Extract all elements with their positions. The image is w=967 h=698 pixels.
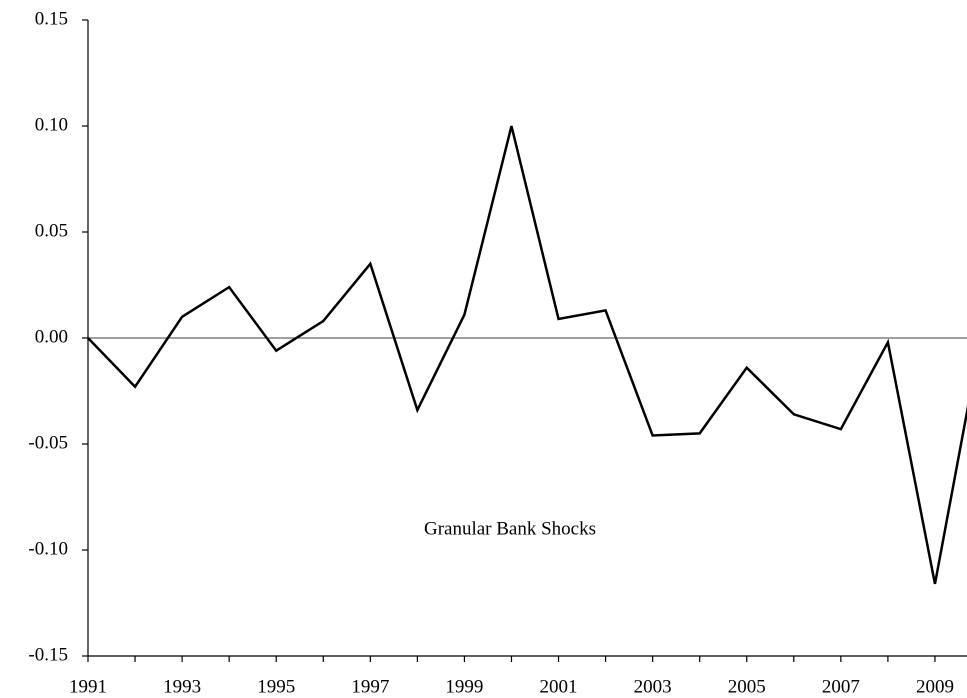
y-tick-label: 0.10 <box>35 114 68 135</box>
y-tick-label: 0.05 <box>35 220 68 241</box>
x-tick-label: 1997 <box>351 676 389 697</box>
y-tick-label: -0.15 <box>28 644 68 665</box>
x-tick-label: 2007 <box>822 676 860 697</box>
x-tick-label: 1995 <box>257 676 295 697</box>
y-tick-label: 0.15 <box>35 8 68 29</box>
x-tick-label: 1991 <box>69 676 107 697</box>
x-tick-label: 1999 <box>445 676 483 697</box>
x-tick-label: 2003 <box>634 676 672 697</box>
annotation: Granular Bank Shocks <box>424 518 596 539</box>
x-tick-label: 2001 <box>540 676 578 697</box>
y-tick-label: 0.00 <box>35 326 68 347</box>
x-tick-label: 2009 <box>916 676 954 697</box>
line <box>87 125 967 585</box>
y-tick-label: -0.05 <box>28 432 68 453</box>
y-tick-label: -0.10 <box>28 538 68 559</box>
x-tick-label: 2005 <box>728 676 766 697</box>
x-tick-label: 1993 <box>163 676 201 697</box>
